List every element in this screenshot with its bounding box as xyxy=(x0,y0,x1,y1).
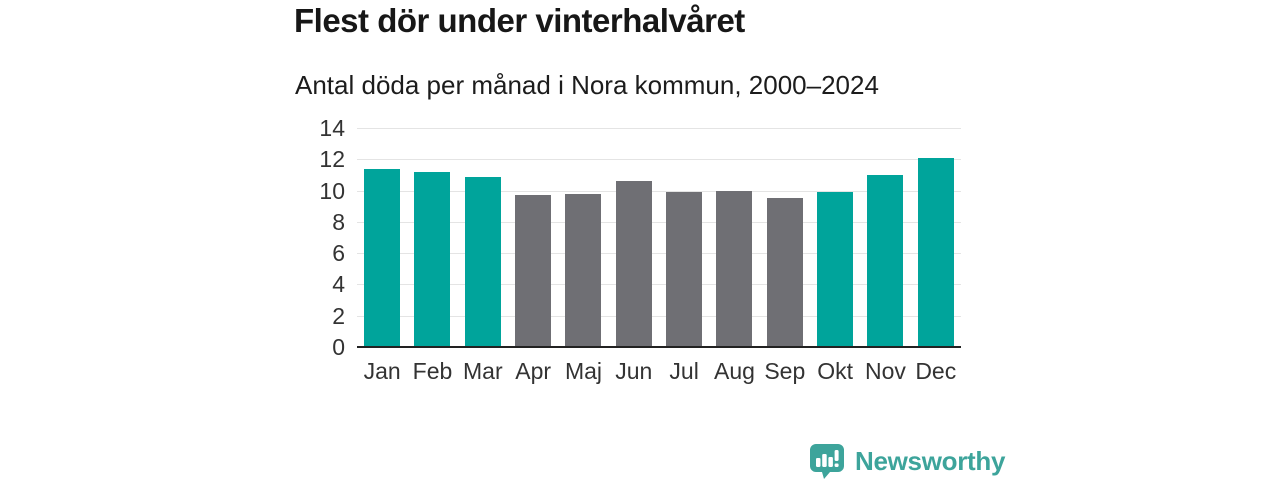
bar-slot-dec xyxy=(911,128,961,347)
y-tick-label: 4 xyxy=(332,271,345,298)
bar-slot-jul xyxy=(659,128,709,347)
x-tick-label-dec: Dec xyxy=(915,358,957,384)
y-tick-label: 0 xyxy=(332,334,345,360)
gridline-y4 xyxy=(357,284,961,286)
bar-apr xyxy=(515,195,552,347)
y-tick-label: 10 xyxy=(319,177,345,204)
bar-slot-jun xyxy=(609,128,659,347)
x-tick-label-feb: Feb xyxy=(412,358,453,384)
newsworthy-logo-icon xyxy=(810,444,844,479)
bar-slot-nov xyxy=(860,128,910,347)
x-tick-label-aug: Aug xyxy=(713,358,755,384)
x-tick-label-jan: Jan xyxy=(363,358,401,384)
bar-slot-jan xyxy=(357,128,407,347)
bar-slot-maj xyxy=(558,128,608,347)
y-tick-label: 6 xyxy=(332,240,345,267)
bar-slot-mar xyxy=(458,128,508,347)
bar-okt xyxy=(817,192,854,347)
bar-slot-apr xyxy=(508,128,558,347)
bar-aug xyxy=(716,190,753,347)
x-tick-label-nov: Nov xyxy=(864,358,906,384)
x-tick-label-okt: Okt xyxy=(817,358,853,384)
gridline-y14 xyxy=(357,128,961,129)
x-axis-line xyxy=(357,346,961,348)
plot-area xyxy=(357,128,961,348)
bar-slot-sep xyxy=(760,128,810,347)
bar-sep xyxy=(766,198,803,347)
y-tick-label: 14 xyxy=(319,115,345,141)
chart-subtitle: Antal döda per månad i Nora kommun, 2000… xyxy=(295,70,879,100)
y-axis: 0 2 4 6 8 10 12 14 xyxy=(285,115,345,360)
gridline-y8 xyxy=(357,221,961,223)
gridline-y12 xyxy=(357,159,961,161)
bar-series xyxy=(357,128,961,347)
bar-nov xyxy=(867,174,904,347)
x-tick-label-sep: Sep xyxy=(764,358,806,384)
bar-jun xyxy=(615,181,652,347)
bar-slot-feb xyxy=(407,128,457,347)
gridline-y10 xyxy=(357,190,961,192)
y-tick-label: 8 xyxy=(332,208,345,235)
bar-jan xyxy=(364,168,401,347)
brand-name: Newsworthy xyxy=(855,446,1006,476)
bar-feb xyxy=(414,171,451,347)
bar-mar xyxy=(464,176,501,347)
x-tick-label-apr: Apr xyxy=(515,358,552,384)
bar-slot-aug xyxy=(709,128,759,347)
x-tick-label-jul: Jul xyxy=(669,358,699,384)
brand-footer: Newsworthy xyxy=(808,443,1005,480)
gridline-y6 xyxy=(357,253,961,255)
y-tick-label: 2 xyxy=(332,302,345,329)
bar-dec xyxy=(917,157,954,347)
x-tick-label-mar: Mar xyxy=(463,358,503,384)
x-tick-label-maj: Maj xyxy=(564,358,602,384)
gridline-y2 xyxy=(357,315,961,317)
bar-slot-okt xyxy=(810,128,860,347)
bar-maj xyxy=(565,193,602,347)
chart-title: Flest dör under vinterhalvåret xyxy=(294,2,745,39)
x-axis-labels: Jan Feb Mar Apr Maj Jun Jul Aug Sep Okt Nov Dec xyxy=(357,358,961,385)
bar-jul xyxy=(666,192,703,347)
y-tick-label: 12 xyxy=(319,146,345,173)
x-tick-label-jun: Jun xyxy=(615,358,653,384)
